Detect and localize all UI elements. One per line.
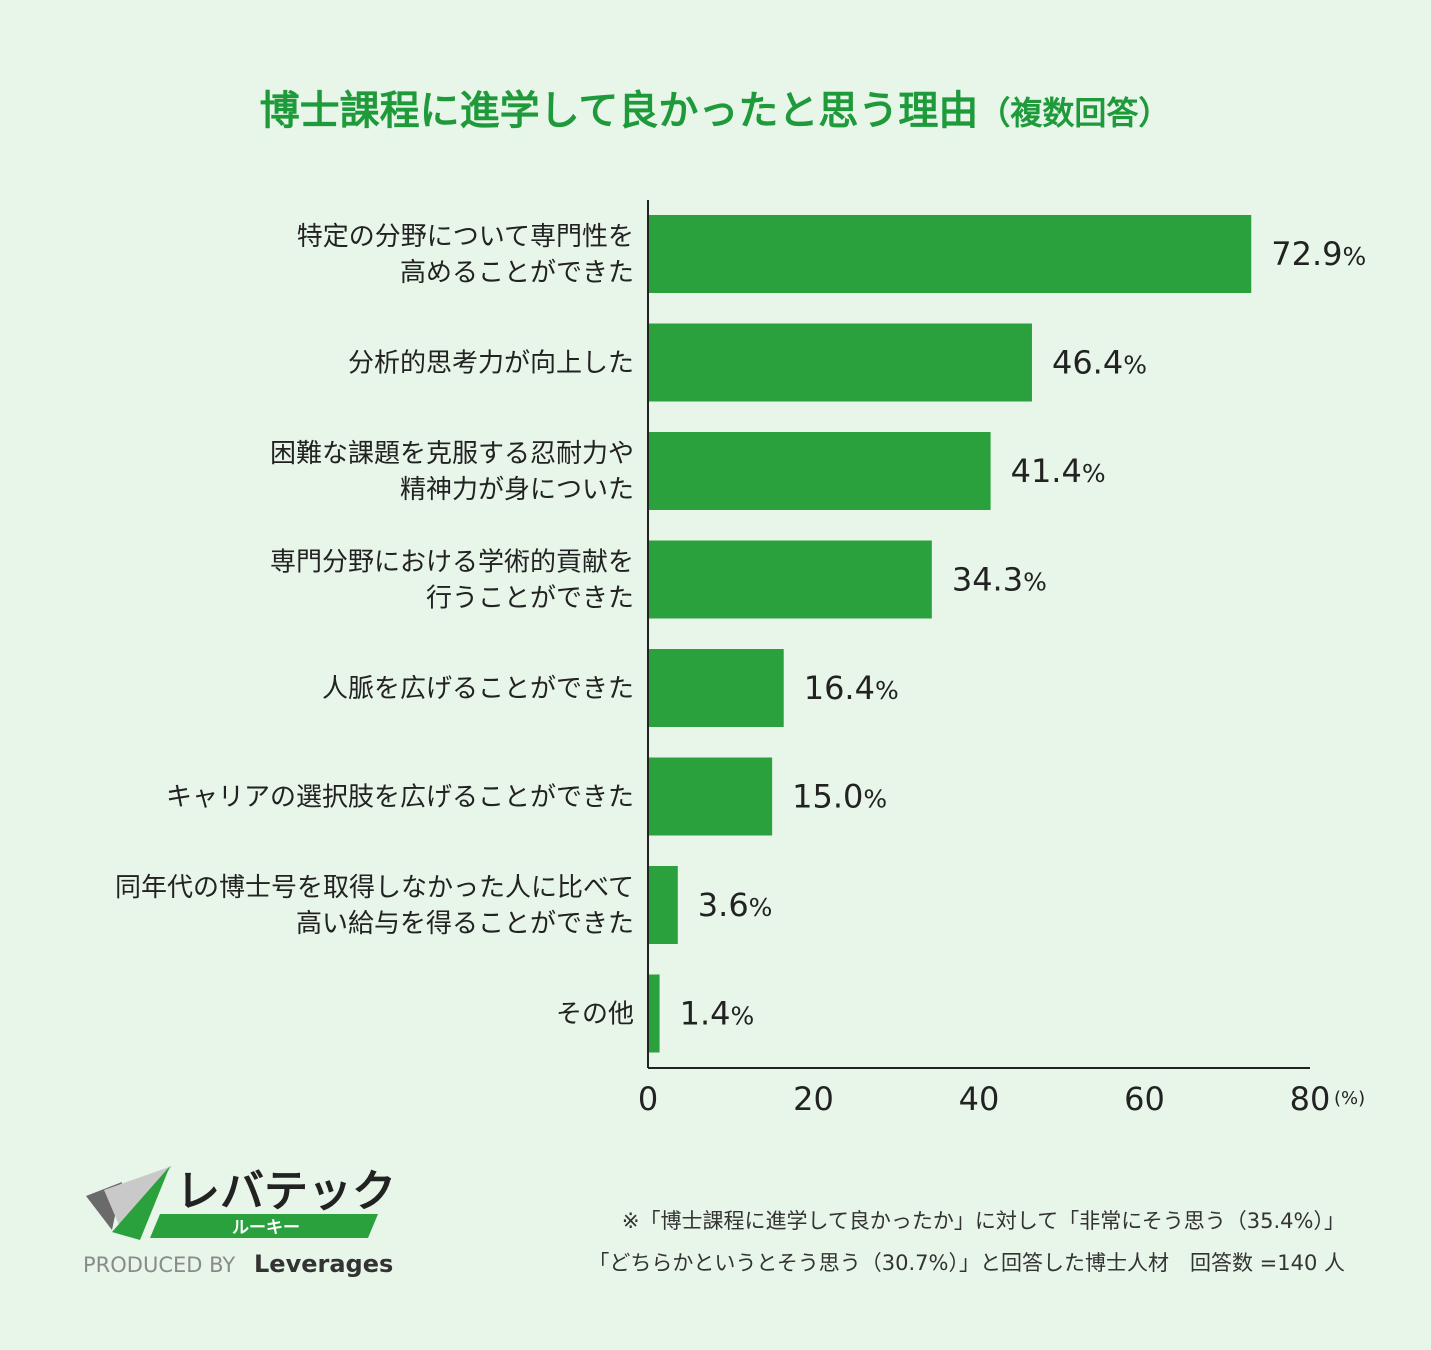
x-tick-label-40: 40 bbox=[959, 1080, 1000, 1118]
logo-company: Leverages bbox=[254, 1250, 393, 1278]
bar-3 bbox=[648, 432, 991, 510]
logo-check-mark-light bbox=[104, 1166, 172, 1232]
bar-7 bbox=[648, 866, 678, 944]
value-label-4: 34.3% bbox=[952, 561, 1047, 599]
category-label-6-line-1: キャリアの選択肢を広げることができた bbox=[166, 783, 634, 813]
category-label-5-line-1: 人脈を広げることができた bbox=[322, 674, 634, 704]
value-label-1: 72.9% bbox=[1271, 235, 1366, 273]
x-tick-label-0: 0 bbox=[638, 1080, 658, 1118]
category-label-3-line-1: 困難な課題を克服する忍耐力や bbox=[270, 439, 634, 469]
logo-produced-by: PRODUCED BY bbox=[83, 1253, 235, 1277]
category-label-2-line-1: 分析的思考力が向上した bbox=[348, 349, 634, 379]
x-tick-label-60: 60 bbox=[1124, 1080, 1165, 1118]
logo-sub-bar bbox=[150, 1214, 378, 1238]
value-label-2: 46.4% bbox=[1052, 344, 1147, 382]
bar-6 bbox=[648, 757, 773, 836]
value-label-6: 15.0% bbox=[792, 778, 887, 816]
x-tick-label-20: 20 bbox=[793, 1080, 834, 1118]
bar-group bbox=[648, 215, 1252, 1053]
chart-title-main: 博士課程に進学して良かったと思う理由 bbox=[260, 88, 979, 134]
footnote-line-1: ※「博士課程に進学して良かったか」に対して「非常にそう思う（35.4%）」 bbox=[622, 1209, 1345, 1233]
logo-check-mark-green bbox=[112, 1166, 170, 1240]
category-label-8-line-1: その他 bbox=[556, 1000, 634, 1030]
x-tick-label-80: 80 bbox=[1290, 1080, 1331, 1118]
value-label-8: 1.4% bbox=[680, 995, 755, 1033]
category-label-3-line-2: 精神力が身についた bbox=[400, 475, 634, 505]
category-label-7-line-1: 同年代の博士号を取得しなかった人に比べて bbox=[115, 873, 634, 903]
category-label-1-line-1: 特定の分野について専門性を bbox=[297, 222, 634, 252]
axes bbox=[647, 200, 1310, 1069]
category-label-1-line-2: 高めることができた bbox=[400, 258, 634, 288]
chart-title-sub: （複数回答） bbox=[978, 94, 1170, 132]
value-label-5: 16.4% bbox=[804, 669, 899, 707]
bar-4 bbox=[648, 540, 932, 619]
logo: レバテック ルーキー PRODUCED BY Leverages bbox=[83, 1166, 396, 1278]
category-label-7-line-2: 高い給与を得ることができた bbox=[296, 909, 634, 939]
category-label-4-line-1: 専門分野における学術的貢献を bbox=[270, 548, 634, 578]
value-label-3: 41.4% bbox=[1011, 452, 1106, 490]
logo-brand-text: レバテック bbox=[176, 1166, 396, 1217]
value-label-7: 3.6% bbox=[698, 886, 773, 924]
bar-1 bbox=[648, 215, 1252, 293]
chart-title: 博士課程に進学して良かったと思う理由（複数回答） bbox=[260, 88, 1171, 134]
tick-group: 0 20 40 60 80 (%) bbox=[638, 1080, 1365, 1118]
bar-8 bbox=[648, 974, 660, 1053]
category-label-group: 特定の分野について専門性を高めることができた分析的思考力が向上した困難な課題を克… bbox=[115, 222, 634, 1030]
category-label-4-line-2: 行うことができた bbox=[426, 584, 634, 614]
bar-5 bbox=[648, 649, 784, 727]
bar-2 bbox=[648, 323, 1032, 402]
logo-sub-text: ルーキー bbox=[232, 1218, 300, 1238]
footnote-line-2: 「どちらかというとそう思う（30.7%）」と回答した博士人材 回答数 =140 … bbox=[588, 1251, 1345, 1275]
x-axis-unit: (%) bbox=[1334, 1088, 1365, 1109]
value-label-group: 72.9% 46.4% 41.4% 34.3% 16.4% 15.0% 3.6% 1.4% bbox=[680, 235, 1367, 1033]
